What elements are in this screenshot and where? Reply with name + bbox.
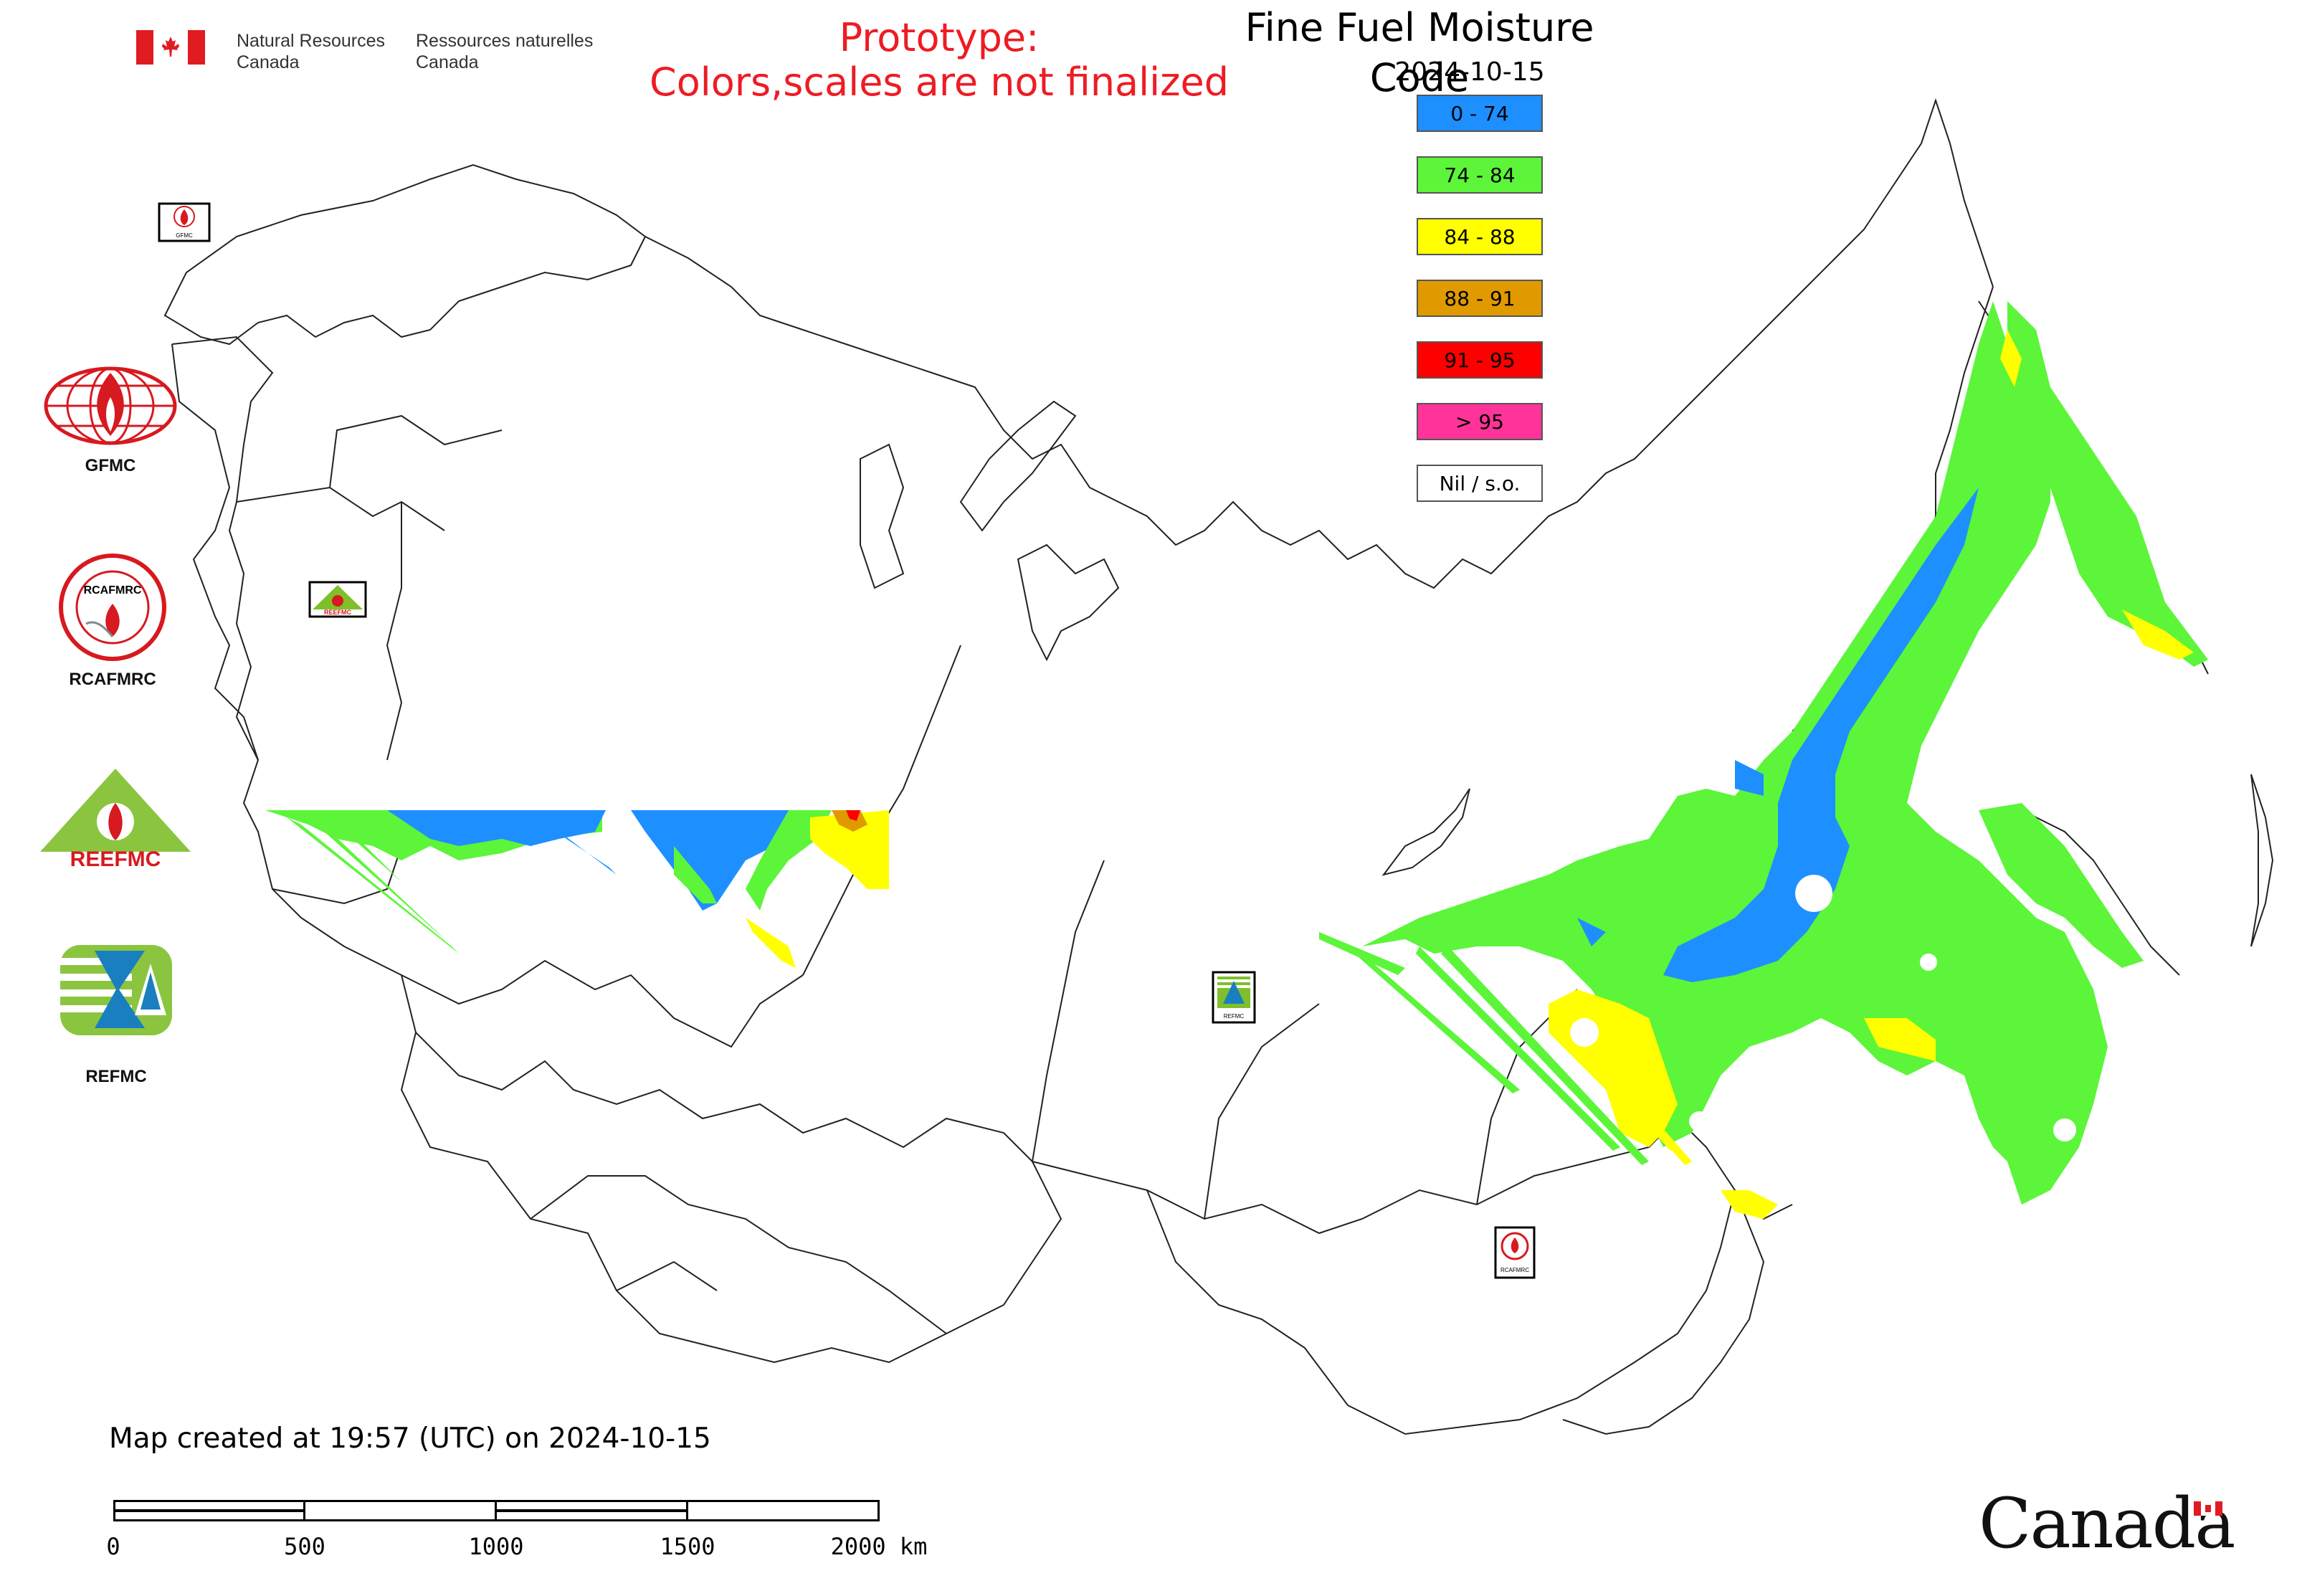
gfmc-logo-caption: GFMC xyxy=(85,456,136,475)
rcafmrc-logo-caption: RCAFMRC xyxy=(69,670,156,689)
map-date: 2024-10-15 xyxy=(1394,57,1545,87)
yamal-peninsula xyxy=(860,443,905,589)
agency-name-en-line1: Natural Resources xyxy=(237,31,386,51)
ffmc-raster xyxy=(265,301,2208,1219)
map-marker-refmc-label: REFMC xyxy=(1224,1013,1245,1020)
arctic-coast xyxy=(645,98,1994,589)
gfmc-globe-icon xyxy=(44,366,177,445)
refmc-logo: REFMC xyxy=(59,944,173,1087)
reefmc-logo: REEFMC xyxy=(37,766,194,873)
map-marker-refmc: REFMC xyxy=(1212,971,1256,1024)
map-marker-reefmc: REEFMC xyxy=(308,581,367,618)
map-marker-rcafmrc-label: RCAFMRC xyxy=(1500,1267,1529,1273)
agency-name-en: Natural Resources Canada xyxy=(237,30,385,73)
map-marker-gfmc: GFMC xyxy=(158,202,211,242)
legend-item: Nil / s.o. xyxy=(1417,465,1543,502)
western-border xyxy=(171,336,302,918)
government-signature: Natural Resources Canada Ressources natu… xyxy=(136,30,609,73)
legend-item: > 95 xyxy=(1417,403,1543,440)
ffmc-yellow-central xyxy=(746,810,889,968)
map-title: Fine Fuel Moisture Code xyxy=(1245,5,1594,100)
rcafmrc-logo: RCAFMRC RCAFMRC xyxy=(57,552,168,695)
ffmc-blue-central xyxy=(631,810,803,911)
ffmc-yellow-east xyxy=(1549,989,1936,1219)
rcafmrc-seal-icon: RCAFMRC xyxy=(59,554,166,661)
prototype-note: Prototype: Colors,scales are not finaliz… xyxy=(645,16,1233,105)
ffmc-blue-east xyxy=(1663,488,1979,982)
map-created-note: Map created at 19:57 (UTC) on 2024-10-15 xyxy=(109,1422,711,1455)
scale-label-2000: 2000 km xyxy=(830,1533,928,1560)
refmc-logo-caption: REFMC xyxy=(85,1067,147,1086)
scandinavia-outline xyxy=(163,163,647,346)
scale-bar-segment xyxy=(113,1500,305,1521)
ffmc-green-east xyxy=(1362,301,2108,1205)
agency-name-en-line2: Canada xyxy=(237,52,300,72)
scale-bar-segment xyxy=(303,1500,497,1521)
scale-bar: 0 500 1000 1500 2000 km xyxy=(106,1500,968,1572)
scale-label-1500: 1500 xyxy=(660,1533,715,1560)
refmc-sigma-icon xyxy=(60,945,172,1035)
novaya-zemlya xyxy=(959,400,1077,532)
legend-item: 84 - 88 xyxy=(1417,218,1543,255)
legend-item: 74 - 84 xyxy=(1417,156,1543,194)
ffmc-green-kamchatka xyxy=(2007,301,2208,667)
canada-flag-icon xyxy=(136,30,205,65)
pacific-coast xyxy=(2021,809,2180,976)
taymyr-peninsula xyxy=(1017,543,1120,662)
legend-item: 0 - 74 xyxy=(1417,95,1543,132)
lake-baikal xyxy=(1381,788,1470,876)
agency-name-fr-line2: Canada xyxy=(416,52,479,72)
scale-label-0: 0 xyxy=(106,1533,120,1560)
boundary-lines xyxy=(163,98,2274,1435)
southern-border-west xyxy=(300,917,804,1048)
ffmc-blue-west xyxy=(387,810,606,846)
scale-bar-segment xyxy=(495,1500,688,1521)
map-marker-rcafmrc: RCAFMRC xyxy=(1494,1226,1536,1279)
ffmc-green-central xyxy=(674,810,832,911)
prototype-note-line1: Prototype: xyxy=(839,15,1040,60)
ffmc-yellow-kamchatka xyxy=(2000,330,2194,660)
scale-label-500: 500 xyxy=(284,1533,325,1560)
prototype-note-line2: Colors,scales are not finalized xyxy=(650,60,1229,105)
scale-bar-segment xyxy=(686,1500,880,1521)
kazakhstan-border xyxy=(401,974,1033,1162)
scale-label-1000: 1000 xyxy=(468,1533,524,1560)
map-marker-gfmc-label: GFMC xyxy=(176,232,193,239)
central-asia-inner xyxy=(530,1175,947,1334)
ffmc-red-central xyxy=(846,810,860,821)
agency-name-fr: Ressources naturelles Canada xyxy=(416,30,593,73)
wordmark-flag-icon xyxy=(2194,1501,2222,1516)
canada-wordmark: Canada xyxy=(1979,1484,2235,1563)
svg-text:RCAFMRC: RCAFMRC xyxy=(84,584,142,597)
region-lines-west xyxy=(236,414,503,905)
map-markers: GFMC REEFMC REFMC RCAFMRC xyxy=(158,202,1536,1279)
reefmc-triangle-icon: REEFMC xyxy=(40,769,191,871)
ffmc-green-amur xyxy=(1979,803,2144,968)
agency-name-fr-line1: Ressources naturelles xyxy=(416,31,594,51)
legend-item: 88 - 91 xyxy=(1417,280,1543,317)
legend-item: 91 - 95 xyxy=(1417,341,1543,379)
central-asia-border xyxy=(400,1032,1062,1364)
sakhalin xyxy=(2250,774,2274,947)
baltic-coast xyxy=(171,343,259,761)
ffmc-blue-streak-west xyxy=(559,832,617,875)
china-northeast xyxy=(1562,1189,1765,1435)
svg-text:REEFMC: REEFMC xyxy=(70,847,161,871)
map-marker-reefmc-label: REEFMC xyxy=(324,609,352,616)
ffmc-yellow-streaks-east xyxy=(1556,1018,1692,1165)
ffmc-green-streaks-east xyxy=(1319,932,1649,1165)
ffmc-blue-east-islands xyxy=(1577,760,1764,946)
canada-wordmark-text: Canada xyxy=(1979,1483,2235,1564)
ffmc-green-streaks-west xyxy=(287,817,459,954)
gfmc-logo: GFMC xyxy=(42,364,179,475)
mongolia-outline xyxy=(1146,1189,1736,1435)
